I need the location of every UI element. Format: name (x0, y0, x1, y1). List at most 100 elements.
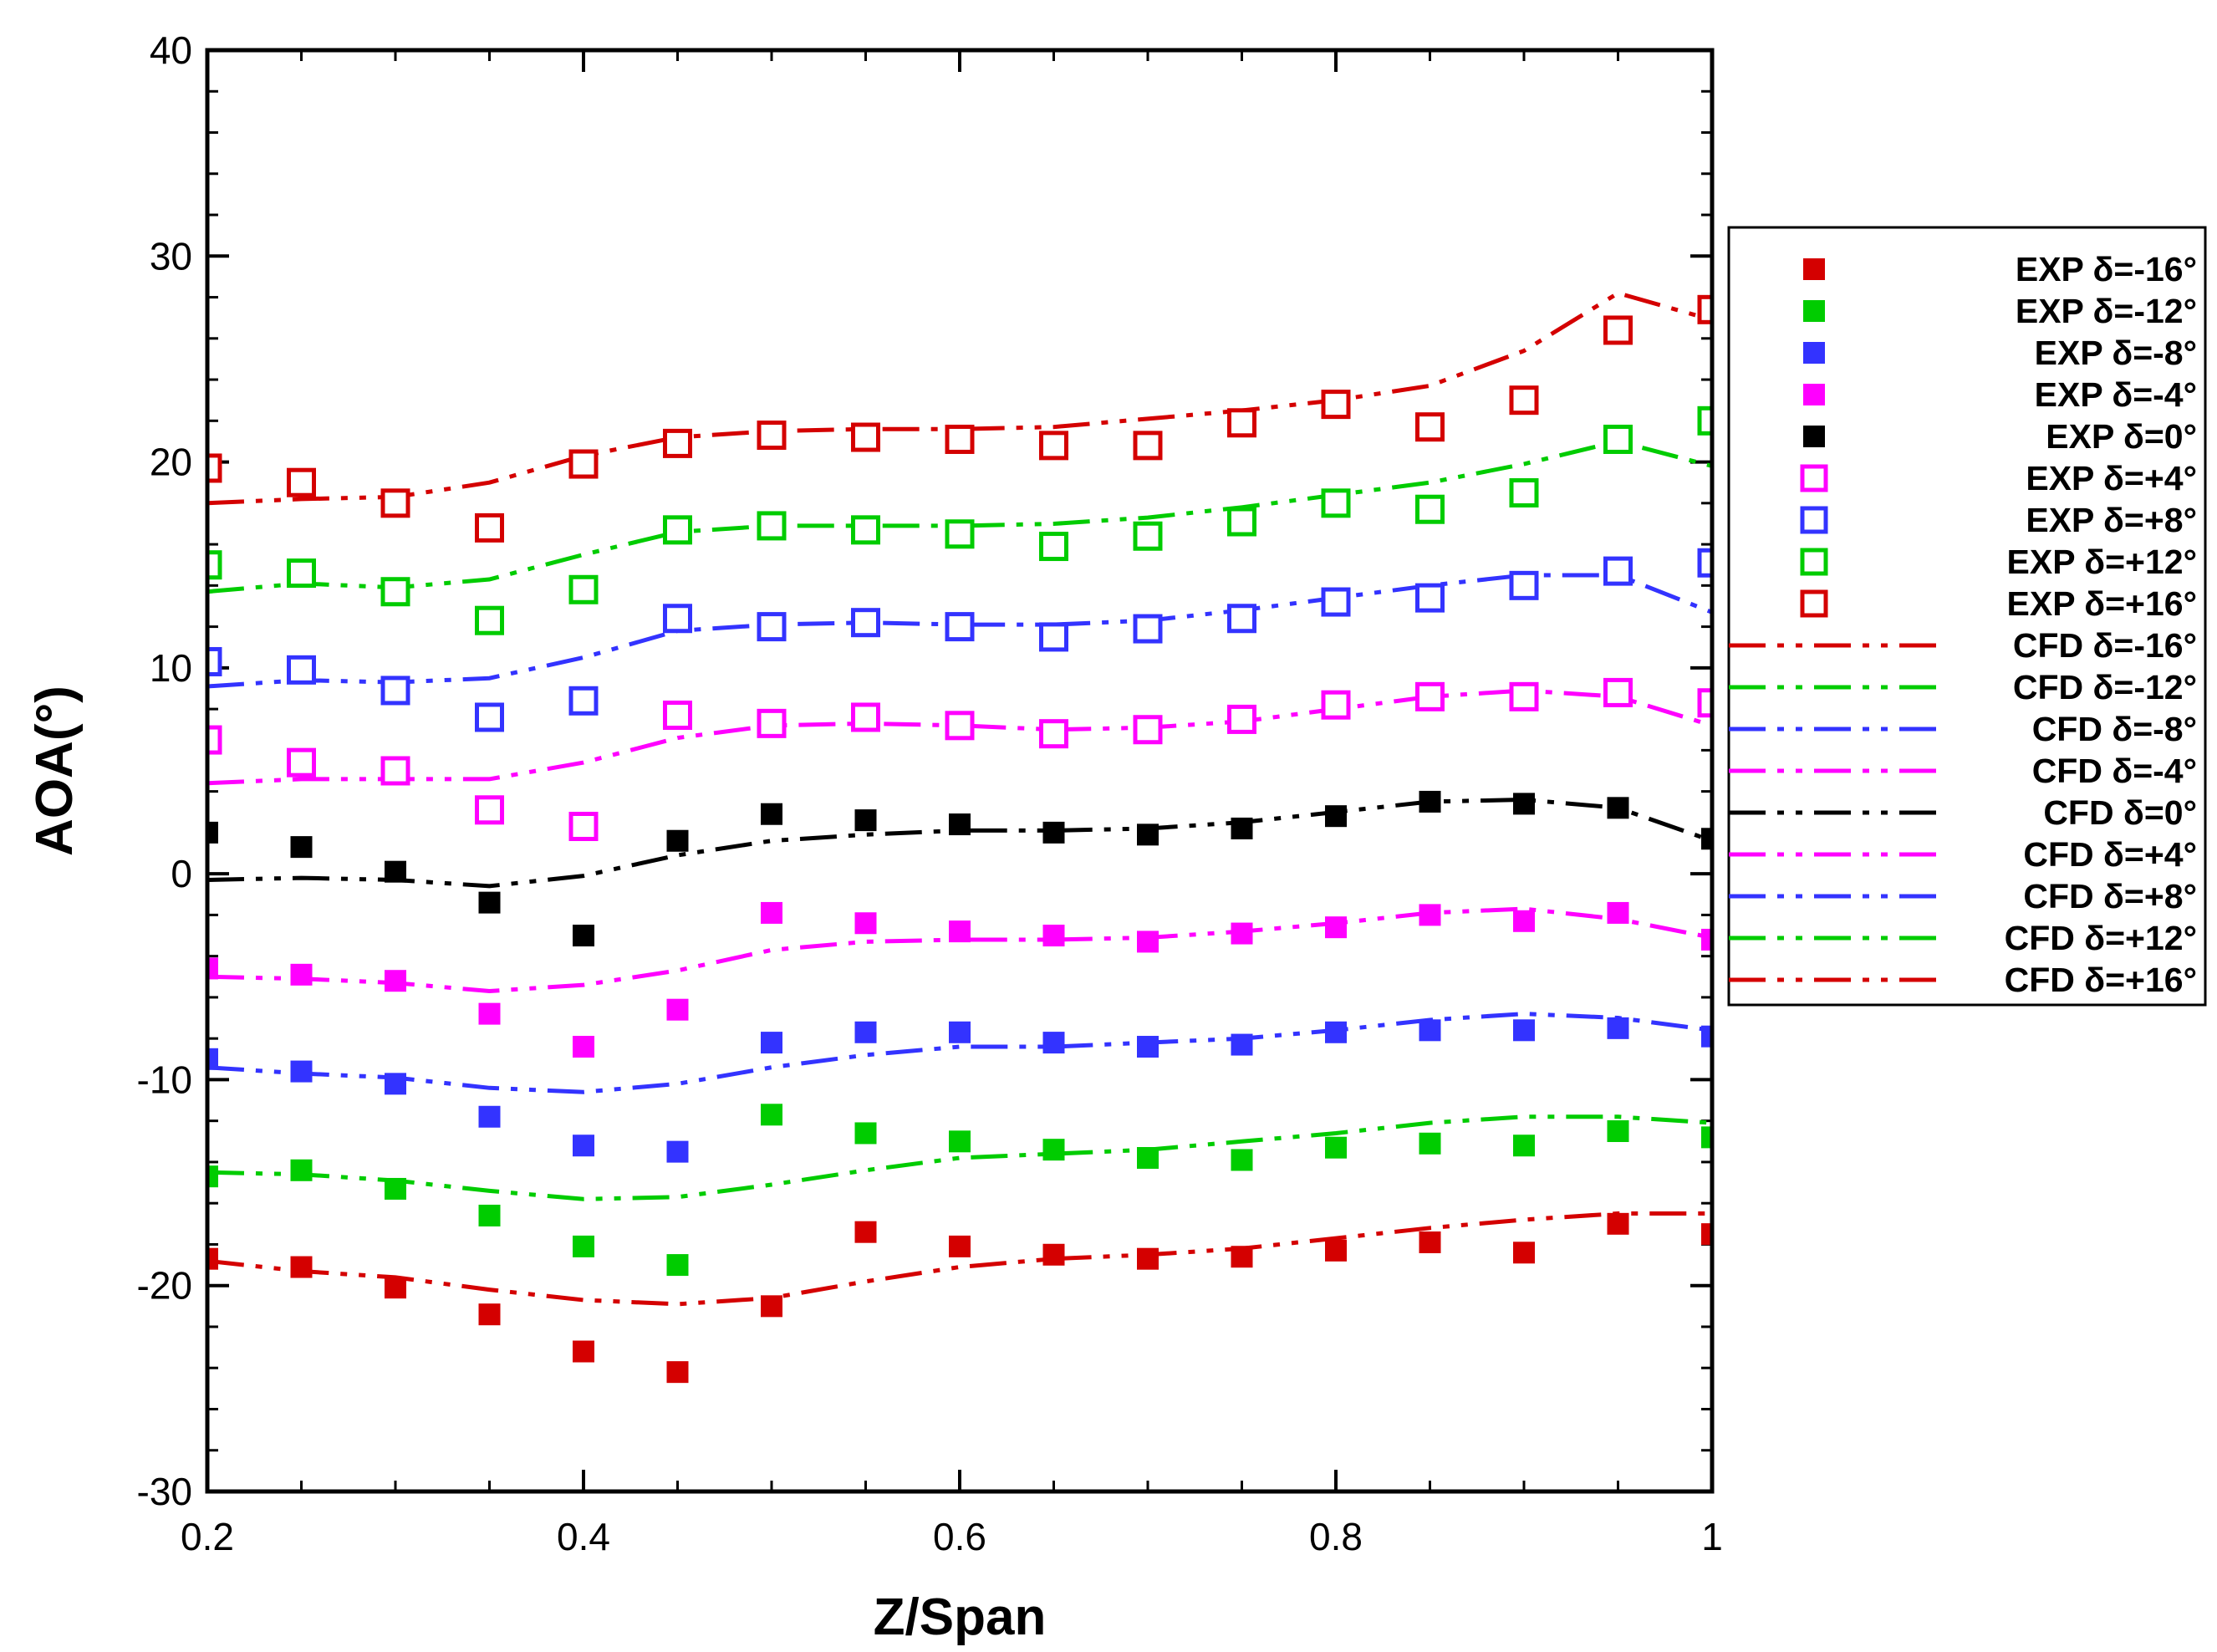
exp-point-exp-deltaminusplus4 (1603, 677, 1633, 707)
exp-point-exp-deltaminusplus4 (1509, 681, 1539, 711)
exp-point-exp-deltaminus-4 (385, 970, 406, 992)
exp-point-exp-deltaminusplus16 (1321, 390, 1351, 420)
legend-marker (1800, 464, 1828, 492)
legend-label: EXP δ=+12° (2007, 543, 2197, 581)
legend-label: CFD δ=0° (2043, 793, 2197, 832)
exp-point-exp-deltaminusplus4 (945, 711, 975, 741)
exp-point-exp-deltaminusplus16 (380, 488, 410, 518)
exp-point-exp-deltaminus-12 (573, 1235, 594, 1257)
exp-point-exp-deltaminus-4 (290, 963, 313, 986)
exp-point-exp-deltaminusplus4 (1321, 690, 1351, 720)
exp-point-exp-deltaminus0 (207, 821, 218, 844)
x-tick-label: 0.2 (181, 1515, 234, 1558)
exp-point-exp-deltaminus-16 (761, 1295, 782, 1318)
legend-entry-cfd-cfd-deltaminus-16: CFD δ=-16° (1729, 626, 2197, 665)
exp-point-exp-deltaminusplus12 (475, 605, 504, 635)
exp-point-exp-deltaminus-12 (1042, 1139, 1065, 1161)
legend-entry-cfd-cfd-deltaminusplus12: CFD δ=+12° (1729, 919, 2197, 957)
exp-point-exp-deltaminusplus12 (663, 515, 692, 545)
exp-point-exp-deltaminusplus8 (1133, 614, 1163, 644)
exp-point-exp-deltaminusplus16 (1227, 408, 1256, 438)
exp-point-exp-deltaminusplus8 (1415, 583, 1445, 613)
exp-point-exp-deltaminusplus16 (1697, 294, 1712, 324)
exp-point-exp-deltaminusplus4 (568, 811, 599, 841)
legend-label: EXP δ=-16° (2016, 250, 2197, 288)
exp-point-exp-deltaminus-16 (1325, 1239, 1347, 1262)
x-tick-label: 1 (1701, 1515, 1723, 1558)
legend-entry-exp-exp-deltaminusplus12: EXP δ=+12° (1800, 543, 2197, 581)
exp-point-exp-deltaminus0 (949, 813, 971, 836)
exp-point-exp-deltaminusplus4 (475, 795, 504, 825)
legend-entry-cfd-cfd-deltaminus0: CFD δ=0° (1729, 793, 2197, 832)
exp-point-exp-deltaminus-16 (385, 1277, 406, 1299)
legend-marker (1803, 300, 1825, 322)
y-tick-label: 10 (150, 646, 192, 690)
exp-point-exp-deltaminus-16 (1513, 1242, 1535, 1264)
exp-point-exp-deltaminus-8 (854, 1021, 877, 1043)
cfd-line-cfd-deltaminusplus4 (207, 688, 1712, 786)
legend-label: EXP δ=-12° (2016, 292, 2197, 330)
exp-point-exp-deltaminus-8 (949, 1021, 971, 1043)
exp-point-exp-deltaminus-4 (854, 912, 877, 935)
exp-point-exp-deltaminus-4 (1325, 916, 1347, 939)
legend-label: EXP δ=-4° (2035, 375, 2197, 414)
exp-point-exp-deltaminusplus12 (851, 515, 880, 545)
exp-point-exp-deltaminus-12 (1419, 1132, 1441, 1155)
exp-point-exp-deltaminusplus16 (568, 449, 599, 479)
legend-label: CFD δ=+12° (2005, 919, 2197, 957)
exp-point-exp-deltaminusplus4 (207, 725, 222, 755)
exp-point-exp-deltaminus-8 (290, 1060, 313, 1083)
exp-point-exp-deltaminus-12 (666, 1254, 689, 1277)
exp-point-exp-deltaminus0 (1231, 817, 1253, 839)
legend-label: CFD δ=-4° (2032, 752, 2197, 790)
exp-point-exp-deltaminus-4 (573, 1036, 594, 1058)
y-tick-label: 30 (150, 234, 192, 278)
legend-label: CFD δ=-16° (2013, 626, 2197, 665)
cfd-series-group (207, 290, 1712, 1307)
legend-marker (1800, 548, 1828, 576)
exp-point-exp-deltaminus-16 (1419, 1231, 1441, 1253)
legend-entry-exp-exp-deltaminusplus4: EXP δ=+4° (1800, 459, 2197, 497)
exp-point-exp-deltaminus-16 (854, 1221, 877, 1243)
exp-point-exp-deltaminusplus12 (1227, 507, 1256, 537)
x-tick-label: 0.8 (1309, 1515, 1363, 1558)
exp-point-exp-deltaminusplus12 (207, 550, 222, 580)
x-tick-label: 0.6 (933, 1515, 986, 1558)
exp-point-exp-deltaminus-4 (949, 920, 971, 943)
y-tick-label: -20 (137, 1264, 192, 1308)
exp-point-exp-deltaminusplus16 (207, 453, 222, 483)
exp-point-exp-deltaminus0 (1419, 790, 1441, 813)
exp-point-exp-deltaminus-8 (573, 1134, 594, 1157)
exp-point-exp-deltaminus-8 (207, 1048, 218, 1070)
exp-point-exp-deltaminus-16 (1701, 1223, 1712, 1246)
exp-point-exp-deltaminusplus8 (1227, 604, 1256, 634)
exp-point-exp-deltaminusplus4 (380, 756, 410, 786)
tick-labels: 0.2 0.4 0.6 0.8 1 -30 -20 -10 0 10 20 30 40 (137, 28, 1723, 1558)
legend-marker (1803, 258, 1825, 280)
exp-point-exp-deltaminus-16 (478, 1303, 501, 1326)
exp-point-exp-deltaminusplus16 (1039, 431, 1068, 461)
legend-label: EXP δ=+16° (2007, 584, 2197, 623)
exp-point-exp-deltaminus-8 (1701, 1025, 1712, 1048)
exp-point-exp-deltaminus0 (290, 836, 313, 859)
exp-point-exp-deltaminus-8 (1231, 1033, 1253, 1056)
exp-point-exp-deltaminus-8 (1137, 1036, 1159, 1058)
exp-point-exp-deltaminus-4 (761, 901, 782, 924)
exp-point-exp-deltaminusplus12 (568, 574, 599, 604)
exp-point-exp-deltaminusplus4 (1133, 715, 1163, 745)
exp-point-exp-deltaminus-16 (573, 1340, 594, 1363)
exp-point-exp-deltaminusplus16 (287, 467, 316, 497)
exp-point-exp-deltaminusplus12 (1039, 532, 1068, 562)
exp-point-exp-deltaminusplus16 (1603, 315, 1633, 345)
x-axis-title: Z/Span (874, 1588, 1047, 1646)
legend-label: CFD δ=+8° (2023, 877, 2197, 915)
exp-point-exp-deltaminus0 (666, 829, 689, 852)
legend-marker (1803, 342, 1825, 364)
exp-point-exp-deltaminusplus8 (663, 604, 692, 634)
exp-point-exp-deltaminus-16 (290, 1256, 313, 1278)
legend-entry-exp-exp-deltaminus-8: EXP δ=-8° (1803, 334, 2197, 372)
exp-point-exp-deltaminus-8 (1419, 1019, 1441, 1042)
legend-label: EXP δ=-8° (2035, 334, 2197, 372)
exp-point-exp-deltaminusplus12 (1603, 424, 1633, 454)
